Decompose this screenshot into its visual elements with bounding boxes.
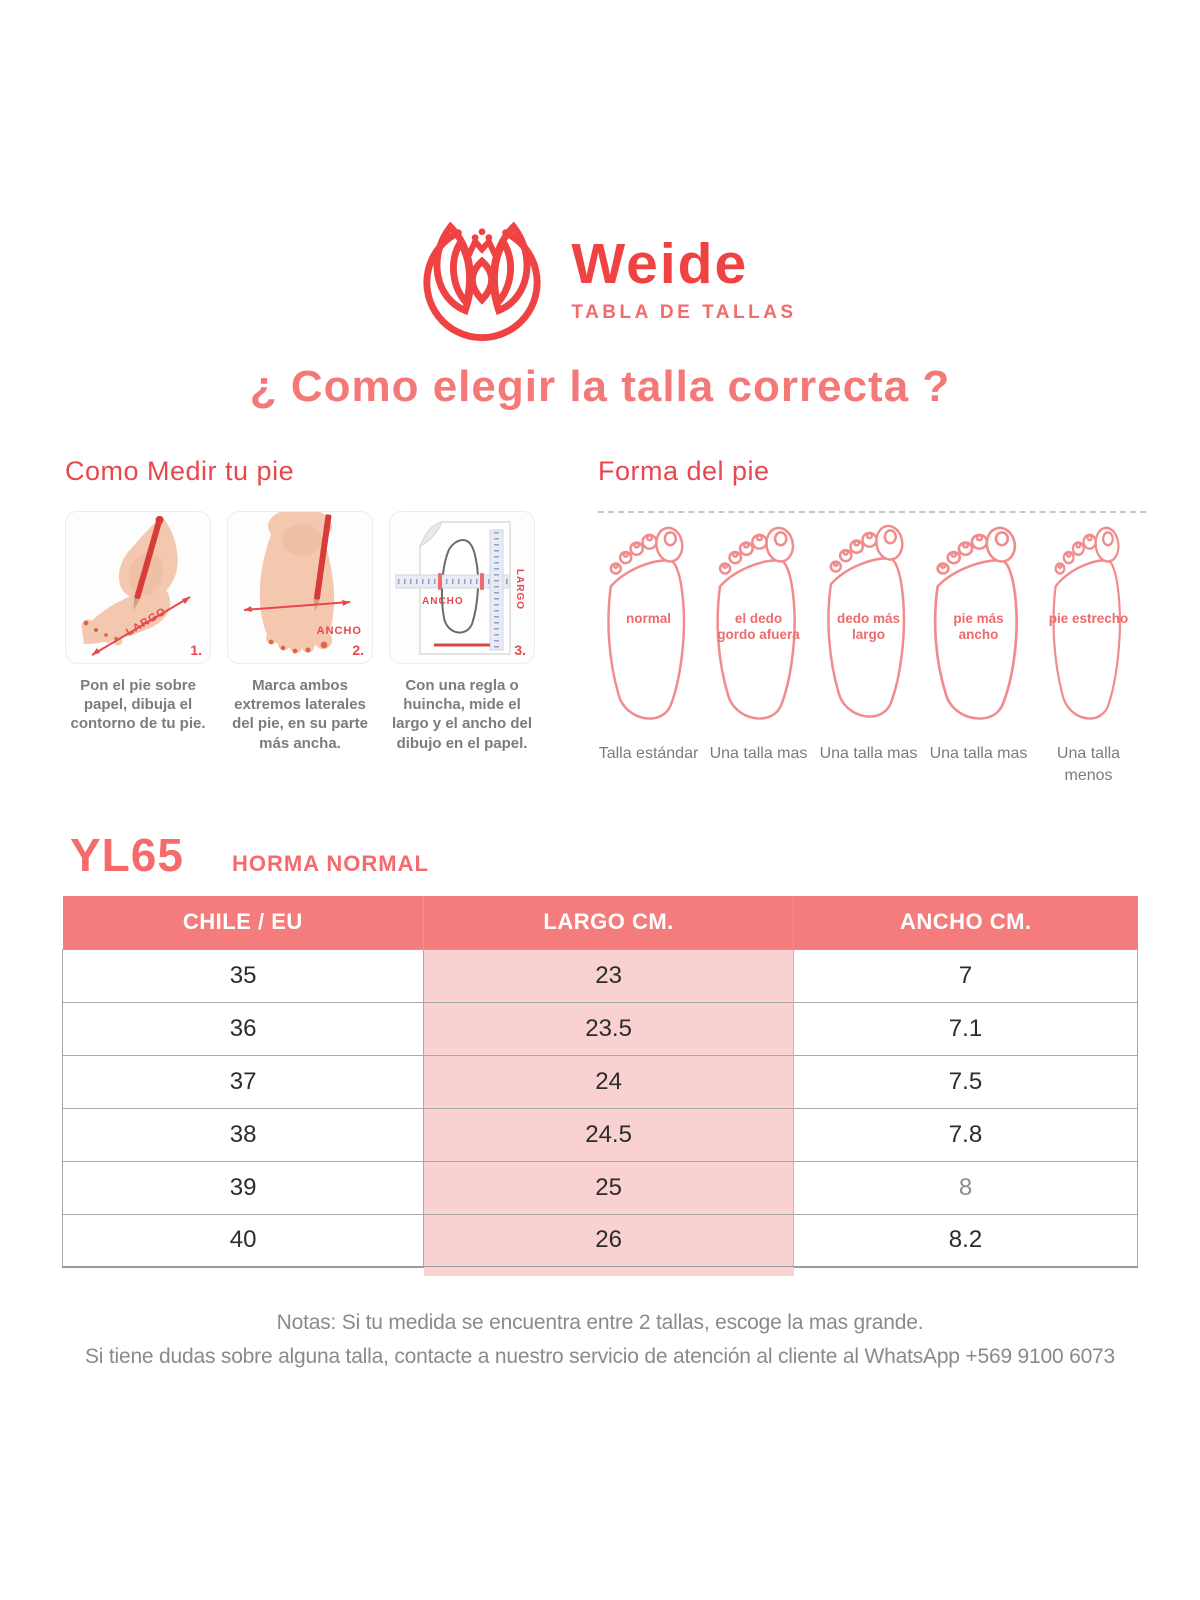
cell-size: 40 [61,1213,425,1268]
column-header-ancho: ANCHO CM. [793,896,1138,949]
brand-logo: Weide TABLA DE TALLAS [0,212,1200,344]
cell-ancho: 7 [792,948,1139,1003]
cell-ancho: 7.1 [792,1001,1139,1056]
feet-captions: Talla estándar Una talla mas Una talla m… [598,743,1146,786]
step-3-caption: Con una regla o huincha, mide el largo y… [391,677,533,752]
column-header-largo: LARGO CM. [423,896,794,949]
notes-line-2: Si tiene dudas sobre alguna talla, conta… [84,1345,1116,1368]
model-heading: YL65 HORMA NORMAL [70,828,429,882]
foot-long-toe: dedo más largo [818,513,919,733]
table-pink-column-overhang [424,1267,794,1276]
table-header-row: CHILE / EU LARGO CM. ANCHO CM. [62,896,1138,949]
column-header-chile-eu: CHILE / EU [62,896,425,949]
measure-section: Como Medir tu pie [65,456,547,753]
step-3-ancho-label: ANCHO [422,596,464,607]
table-row: 38 24.5 7.8 [61,1107,1139,1162]
foot-shape-section: Forma del pie normal el dedo gordo afuer… [598,456,1146,786]
step-3-number: 3. [514,642,526,658]
foot-narrow-label: pie estrecho [1048,611,1129,626]
table-row: 39 25 8 [61,1160,1139,1215]
step-1-illustration [81,515,191,656]
step-1-card: LARGO 1. [65,511,211,664]
cell-largo: 25 [423,1160,794,1215]
cell-ancho: 8.2 [792,1213,1139,1268]
foot-wide-label: pie más ancho [953,611,1004,643]
toe-alignment-dashed-line [598,511,1146,513]
measure-steps: LARGO 1. [65,511,547,664]
page-title: ¿ Como elegir la talla correcta ? [249,362,951,411]
cell-size: 37 [61,1054,425,1109]
cell-size: 38 [61,1107,425,1162]
foot-big-toe-out-label: el dedo gordo afuera [717,611,800,643]
foot-normal: normal [598,513,699,733]
cell-ancho: 7.5 [792,1054,1139,1109]
step-2-illustration [243,512,351,654]
table-row: 37 24 7.5 [61,1054,1139,1109]
step-2-number: 2. [352,642,364,658]
measure-step-captions: Pon el pie sobre papel, dibuja el contor… [65,676,547,753]
foot-wide-caption: Una talla mas [929,745,1028,762]
foot-big-toe-out-caption: Una talla mas [709,745,808,762]
foot-long-toe-label: dedo más largo [836,611,901,643]
model-fit-label: HORMA NORMAL [231,851,429,876]
foot-big-toe-out: el dedo gordo afuera [708,513,809,733]
cell-ancho: 7.8 [792,1107,1139,1162]
foot-narrow-caption: Una talla menos [1056,745,1121,784]
measure-heading: Como Medir tu pie [65,456,295,486]
cell-largo: 24.5 [423,1107,794,1162]
foot-normal-caption: Talla estándar [598,745,699,762]
cell-largo: 24 [423,1054,794,1109]
step-2-card: ANCHO 2. [227,511,373,664]
notes: Notas: Si tu medida se encuentra entre 2… [0,1306,1200,1374]
step-2-caption: Marca ambos extremos laterales del pie, … [232,677,368,752]
brand-logo-icon [423,221,541,342]
foot-normal-label: normal [625,611,671,626]
step-3-card: ANCHO LARGO 3. [389,511,535,664]
table-row: 35 23 7 [61,948,1139,1003]
cell-size: 39 [61,1160,425,1215]
foot-wide: pie más ancho [928,513,1029,733]
step-1-number: 1. [190,642,202,658]
cell-largo: 23.5 [423,1001,794,1056]
cell-largo: 23 [423,948,794,1003]
cell-largo: 26 [423,1213,794,1268]
model-code: YL65 [70,829,184,881]
step-1-caption: Pon el pie sobre papel, dibuja el contor… [70,677,206,733]
brand-logo-text: Weide TABLA DE TALLAS [571,212,796,324]
feet-row: normal el dedo gordo afuera dedo más lar… [598,513,1139,733]
step-3-largo-label: LARGO [513,568,525,611]
notes-line-1: Notas: Si tu medida se encuentra entre 2… [276,1311,924,1334]
step-3-illustration [395,521,511,655]
step-2-ancho-label: ANCHO [316,625,362,637]
cell-ancho: 8 [792,1160,1139,1215]
table-row: 36 23.5 7.1 [61,1001,1139,1056]
foot-long-toe-caption: Una talla mas [819,745,918,762]
brand-subtitle: TABLA DE TALLAS [571,302,797,323]
cell-size: 36 [61,1001,425,1056]
brand-name: Weide [571,232,749,296]
size-chart-table: CHILE / EU LARGO CM. ANCHO CM. 35 23 7 3… [61,896,1139,1268]
table-row: 40 26 8.2 [61,1213,1139,1268]
feet-diagram: normal el dedo gordo afuera dedo más lar… [598,509,1146,733]
cell-size: 35 [61,948,425,1003]
foot-narrow: pie estrecho [1038,513,1139,733]
shape-heading: Forma del pie [598,456,770,486]
